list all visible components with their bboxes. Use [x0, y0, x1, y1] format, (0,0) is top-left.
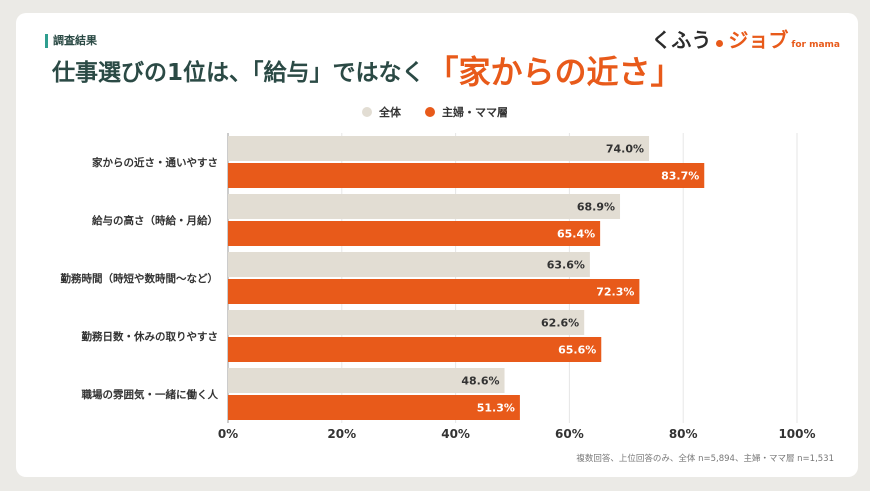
category-label: 勤務時間（時短や数時間〜など）: [61, 272, 219, 285]
logo-part-job: ジョブ: [728, 28, 789, 52]
bar-all: [228, 252, 590, 277]
data-label: 65.6%: [558, 344, 596, 357]
bar-all: [228, 368, 505, 393]
bar-mama: [228, 337, 602, 362]
data-label: 63.6%: [547, 259, 585, 272]
page-headline: 仕事選びの1位は、「給与」ではなく 「家からの近さ」: [52, 48, 683, 92]
x-tick-label: 80%: [669, 427, 698, 441]
category-label: 勤務日数・休みの取りやすさ: [82, 330, 219, 343]
legend-swatch-all: [362, 107, 372, 117]
category-label: 給与の高さ（時給・月給）: [92, 214, 218, 227]
bar-all: [228, 310, 585, 335]
legend-label-all: 全体: [379, 106, 401, 119]
bar-mama: [228, 395, 520, 420]
legend-swatch-mama: [425, 107, 435, 117]
data-label: 51.3%: [477, 402, 515, 415]
x-tick-label: 0%: [218, 427, 238, 441]
data-label: 48.6%: [461, 375, 499, 388]
section-tag: 調査結果: [45, 34, 97, 48]
category-label: 職場の雰囲気・一緒に働く人: [82, 388, 219, 401]
bar-all: [228, 136, 650, 161]
logo-part-formama: for mama: [791, 40, 840, 50]
data-label: 62.6%: [541, 317, 579, 330]
x-tick-label: 40%: [441, 427, 470, 441]
headline-accent: 「家からの近さ」: [426, 53, 683, 91]
bar-mama: [228, 221, 601, 246]
x-tick-label: 20%: [327, 427, 356, 441]
x-tick-label: 60%: [555, 427, 584, 441]
brand-logo: くふう ジョブ for mama: [651, 24, 840, 53]
legend-label-mama: 主婦・ママ層: [442, 106, 508, 119]
x-tick-label: 100%: [778, 427, 815, 441]
chart-legend: 全体 主婦・ママ層: [0, 104, 870, 120]
logo-part-kufuu: くふう: [651, 28, 712, 52]
headline-main: 仕事選びの1位は、「給与」ではなく: [52, 60, 425, 86]
data-label: 68.9%: [577, 201, 615, 214]
category-label: 家からの近さ・通いやすさ: [92, 156, 218, 169]
data-label: 83.7%: [661, 170, 699, 183]
legend-item-all: 全体: [362, 104, 401, 120]
logo-dot-icon: [716, 40, 724, 47]
legend-item-mama: 主婦・ママ層: [425, 104, 508, 120]
data-label: 65.4%: [557, 228, 595, 241]
bar-mama: [228, 163, 705, 188]
data-label: 74.0%: [606, 143, 644, 156]
bar-all: [228, 194, 621, 219]
data-label: 72.3%: [596, 286, 634, 299]
bar-mama: [228, 279, 640, 304]
chart-footnote: 複数回答、上位回答のみ、全体 n=5,894、主婦・ママ層 n=1,531: [576, 454, 834, 464]
